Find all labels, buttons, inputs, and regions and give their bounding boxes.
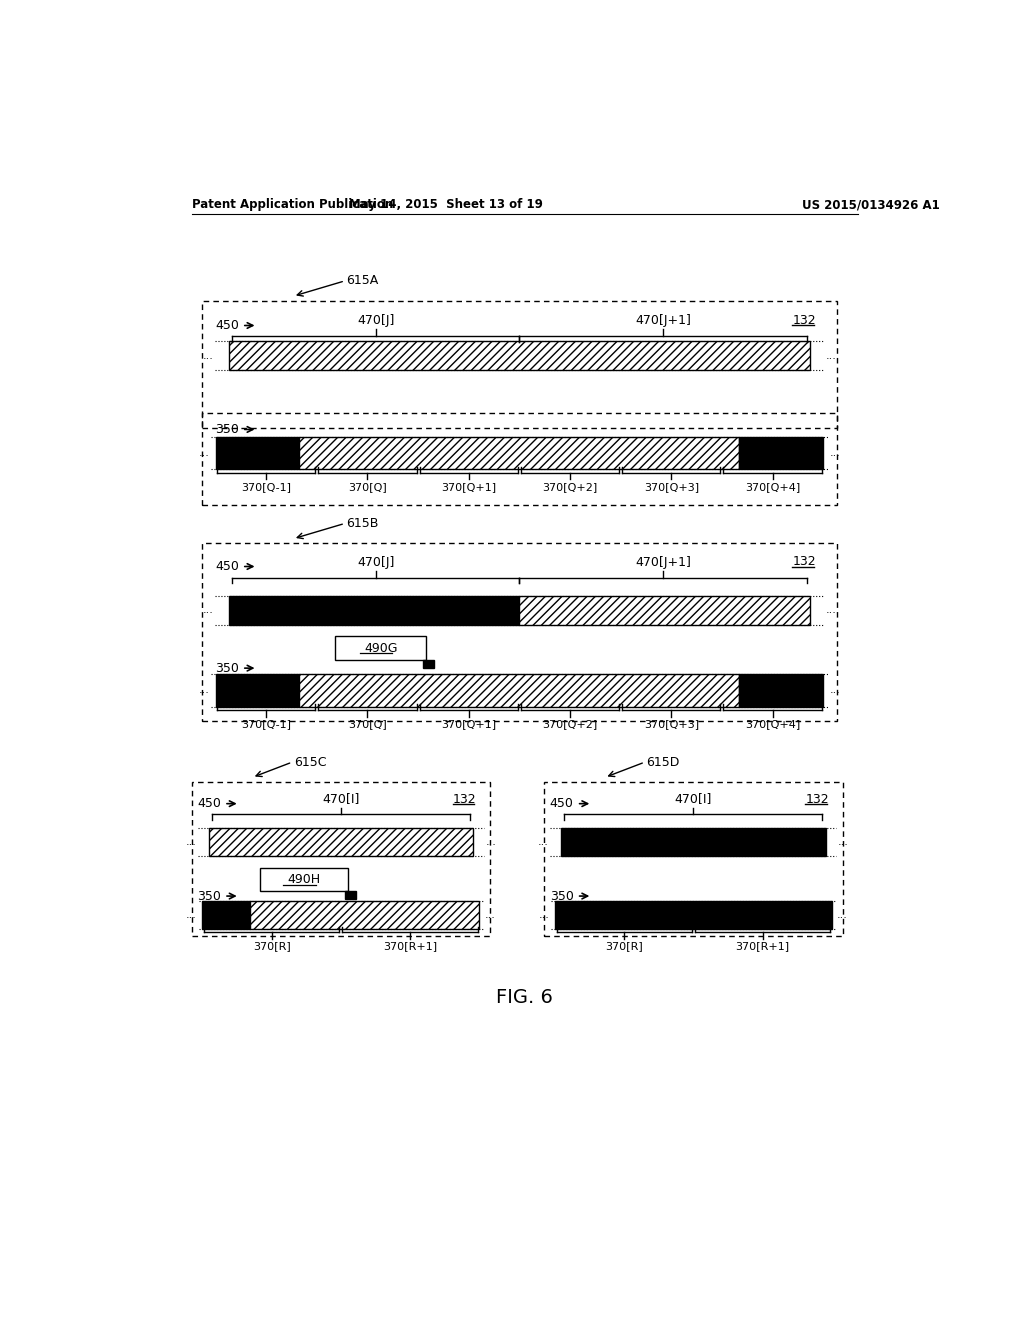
Text: ...: ... [199, 685, 209, 696]
FancyBboxPatch shape [299, 675, 739, 706]
Text: ...: ... [203, 606, 213, 615]
FancyBboxPatch shape [739, 675, 823, 706]
Text: 490G: 490G [364, 642, 397, 655]
FancyBboxPatch shape [251, 902, 479, 929]
FancyBboxPatch shape [555, 902, 831, 929]
Text: 350: 350 [550, 890, 573, 903]
FancyBboxPatch shape [228, 595, 519, 626]
FancyBboxPatch shape [203, 902, 251, 929]
Text: US 2015/0134926 A1: US 2015/0134926 A1 [802, 198, 940, 211]
Text: 370[Q+2]: 370[Q+2] [543, 719, 598, 729]
Text: 370[Q]: 370[Q] [348, 719, 387, 729]
Text: 450: 450 [215, 319, 239, 333]
Text: 350: 350 [215, 422, 239, 436]
FancyBboxPatch shape [561, 829, 825, 857]
FancyBboxPatch shape [260, 869, 348, 891]
Text: 470[J]: 470[J] [357, 556, 394, 569]
Text: FIG. 6: FIG. 6 [497, 989, 553, 1007]
Text: ...: ... [485, 837, 497, 847]
Text: ...: ... [838, 837, 849, 847]
Text: 350: 350 [198, 890, 221, 903]
FancyBboxPatch shape [216, 437, 299, 470]
Text: 370[Q]: 370[Q] [348, 482, 387, 492]
FancyBboxPatch shape [299, 437, 739, 470]
Text: ...: ... [484, 911, 496, 920]
Text: 370[Q+3]: 370[Q+3] [644, 482, 698, 492]
Text: 470[J+1]: 470[J+1] [635, 556, 691, 569]
FancyBboxPatch shape [423, 660, 434, 668]
Text: 370[Q-1]: 370[Q-1] [242, 482, 291, 492]
Text: 615A: 615A [346, 275, 379, 288]
FancyBboxPatch shape [739, 437, 823, 470]
FancyBboxPatch shape [209, 829, 473, 857]
FancyBboxPatch shape [519, 595, 810, 626]
Text: 450: 450 [198, 797, 221, 810]
FancyBboxPatch shape [228, 341, 810, 370]
Text: 370[R+1]: 370[R+1] [383, 941, 437, 952]
Text: ...: ... [185, 837, 197, 847]
Text: ...: ... [186, 911, 197, 920]
Text: 470[J+1]: 470[J+1] [635, 314, 691, 327]
FancyBboxPatch shape [335, 636, 426, 660]
Text: ...: ... [829, 685, 841, 696]
Text: 370[Q+1]: 370[Q+1] [441, 482, 497, 492]
Text: 370[R]: 370[R] [253, 941, 291, 952]
FancyBboxPatch shape [345, 891, 356, 899]
Text: 350: 350 [215, 661, 239, 675]
Text: ...: ... [825, 351, 837, 360]
Text: 132: 132 [793, 556, 816, 569]
Text: Patent Application Publication: Patent Application Publication [191, 198, 393, 211]
Text: 370[Q-1]: 370[Q-1] [242, 719, 291, 729]
Text: 132: 132 [805, 792, 829, 805]
Text: May 14, 2015  Sheet 13 of 19: May 14, 2015 Sheet 13 of 19 [349, 198, 543, 211]
Text: 470[I]: 470[I] [675, 792, 712, 805]
Text: 370[Q+4]: 370[Q+4] [744, 482, 800, 492]
Text: ...: ... [825, 606, 837, 615]
Text: 470[I]: 470[I] [323, 792, 359, 805]
Text: 132: 132 [793, 314, 816, 327]
Text: ...: ... [199, 449, 209, 458]
Text: 370[R+1]: 370[R+1] [735, 941, 790, 952]
Text: 370[Q+1]: 370[Q+1] [441, 719, 497, 729]
FancyBboxPatch shape [216, 675, 299, 706]
Text: 370[Q+2]: 370[Q+2] [543, 482, 598, 492]
Text: 470[J]: 470[J] [357, 314, 394, 327]
Text: ...: ... [829, 449, 841, 458]
Text: 615C: 615C [294, 755, 327, 768]
Text: ...: ... [838, 911, 848, 920]
Text: 370[Q+3]: 370[Q+3] [644, 719, 698, 729]
Text: 450: 450 [550, 797, 573, 810]
Text: 490H: 490H [288, 874, 321, 887]
Text: ...: ... [203, 351, 213, 360]
Text: 132: 132 [453, 792, 476, 805]
Text: ...: ... [538, 837, 549, 847]
Text: 615B: 615B [346, 517, 379, 529]
Text: 370[Q+4]: 370[Q+4] [744, 719, 800, 729]
Text: 615D: 615D [646, 755, 680, 768]
Text: ...: ... [539, 911, 550, 920]
Text: 370[R]: 370[R] [605, 941, 643, 952]
Text: 450: 450 [215, 560, 239, 573]
